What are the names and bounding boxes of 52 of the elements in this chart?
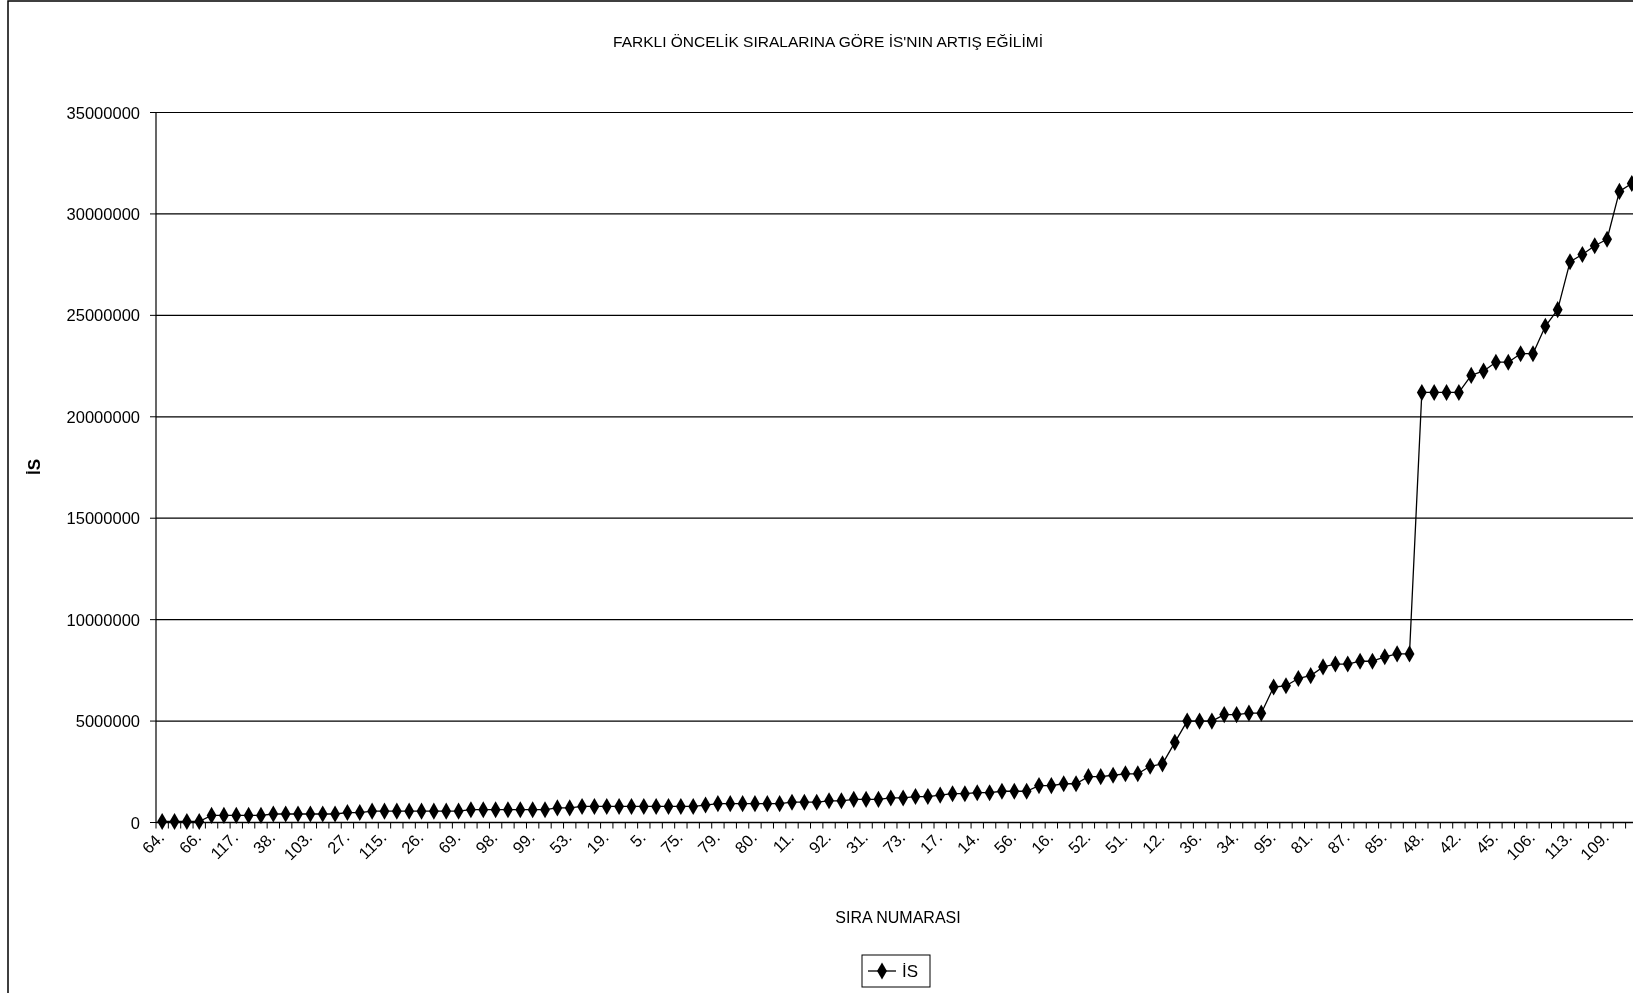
x-tick-label: 98.: [471, 827, 501, 857]
legend-label: İS: [902, 962, 919, 981]
y-tick-label: 35000000: [66, 103, 140, 122]
x-tick-label: 79.: [694, 827, 724, 857]
x-tick-label: 19.: [582, 827, 612, 857]
x-tick-label: 51.: [1101, 827, 1131, 857]
x-tick-label: 73.: [879, 827, 909, 857]
x-tick-label: 53.: [545, 827, 575, 857]
x-tick-label: 99.: [508, 827, 538, 857]
x-tick-label: 69.: [434, 827, 464, 857]
x-tick-label: 11.: [769, 827, 798, 856]
x-tick-label: 80.: [731, 827, 761, 857]
x-tick-label: 115.: [355, 827, 390, 863]
x-tick-label: 85.: [1360, 827, 1390, 857]
chart-title: FARKLI ÖNCELİK SIRALARINA GÖRE İS'NIN ARTIŞ EĞİLİMİ: [613, 33, 1043, 50]
y-tick-label: 0: [130, 813, 140, 832]
x-axis-title: SIRA NUMARASI: [835, 909, 961, 926]
x-tick-label: 16.: [1027, 827, 1057, 857]
y-tick-label: 10000000: [66, 610, 140, 629]
y-tick-label: 20000000: [66, 407, 140, 426]
x-tick-label: 12.: [1138, 827, 1168, 857]
x-tick-label: 45.: [1472, 827, 1502, 857]
x-tick-label: 5.: [626, 827, 649, 851]
x-tick-label: 36.: [1175, 827, 1205, 857]
x-tick-label: 27.: [323, 827, 353, 857]
x-tick-label: 31.: [842, 827, 872, 857]
x-tick-label: 95.: [1249, 827, 1279, 857]
x-tick-label: 38.: [249, 827, 279, 857]
y-axis-title: İS: [25, 458, 44, 476]
y-tick-label: 25000000: [66, 306, 140, 325]
x-tick-label: 42.: [1435, 827, 1464, 857]
x-tick-label: 81.: [1286, 827, 1316, 857]
x-tick-label: 87.: [1323, 827, 1353, 857]
x-tick-label: 109.: [1576, 827, 1613, 864]
x-tick-label: 56.: [990, 827, 1020, 857]
x-tick-label: 106.: [1502, 827, 1539, 864]
x-tick-label: 14.: [953, 827, 983, 857]
x-tick-label: 64.: [138, 827, 168, 857]
x-tick-label: 92.: [805, 827, 835, 857]
x-tick-label: 34.: [1212, 827, 1242, 857]
x-tick-label: 103.: [280, 827, 316, 864]
x-tick-label: 66.: [175, 827, 205, 857]
y-tick-label: 30000000: [66, 204, 140, 223]
x-tick-label: 52.: [1064, 827, 1094, 857]
x-tick-label: 48.: [1398, 827, 1427, 857]
x-tick-label: 17.: [916, 827, 946, 857]
y-tick-label: 15000000: [66, 509, 140, 528]
x-tick-label: 26.: [397, 827, 427, 857]
x-tick-label: 75.: [657, 827, 686, 857]
x-tick-label: 113.: [1540, 827, 1576, 863]
y-tick-label: 5000000: [75, 712, 140, 731]
x-tick-label: 117.: [206, 827, 242, 863]
